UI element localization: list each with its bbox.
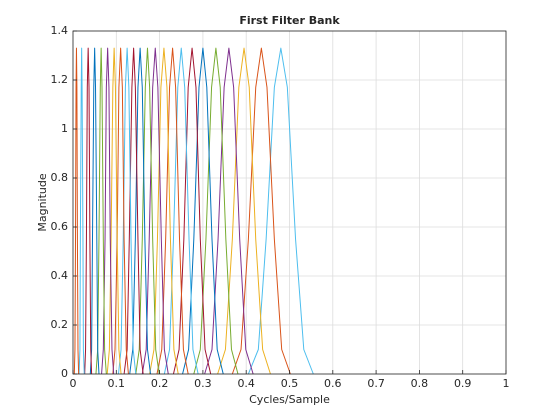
filter-line [204, 47, 254, 375]
filter-line [172, 47, 212, 375]
y-tick-label: 1 [61, 122, 68, 135]
filter-line [106, 47, 122, 375]
y-tick-label: 0 [61, 367, 68, 380]
x-tick-label: 0.7 [367, 377, 385, 390]
x-tick-label: 0.5 [281, 377, 299, 390]
filter-line [95, 47, 107, 375]
filter-line [163, 47, 199, 375]
x-tick-label: 0.6 [324, 377, 342, 390]
x-tick-label: 0.9 [454, 377, 472, 390]
y-axis-label: Magnitude [36, 173, 49, 232]
x-tick-label: 1 [503, 377, 510, 390]
filter-line [117, 47, 137, 375]
y-tick-label: 1.2 [51, 73, 69, 86]
y-tick-label: 1.4 [51, 24, 69, 37]
filter-line [141, 47, 169, 375]
filter-line [135, 47, 160, 375]
x-tick-label: 0.2 [151, 377, 169, 390]
filter-line [193, 47, 239, 375]
x-tick-label: 0.8 [411, 377, 429, 390]
filter-line [112, 47, 129, 375]
y-tick-label: 0.4 [51, 269, 69, 282]
x-tick-label: 0 [70, 377, 77, 390]
x-tick-label: 0.3 [194, 377, 212, 390]
filter-line [84, 47, 93, 375]
filter-line [73, 47, 80, 375]
x-axis-label: Cycles/Sample [249, 393, 330, 406]
filter-line [123, 47, 144, 375]
chart-title: First Filter Bank [239, 14, 340, 27]
y-tick-label: 0.2 [51, 318, 69, 331]
filter-line [182, 47, 224, 375]
filter-line [78, 47, 85, 375]
filter-line [217, 47, 271, 375]
y-tick-label: 0.8 [51, 171, 69, 184]
filter-line [129, 47, 152, 375]
filter-line [89, 47, 100, 375]
x-tick-label: 0.4 [237, 377, 255, 390]
y-tick-label: 0.6 [51, 220, 69, 233]
x-tick-label: 0.1 [108, 377, 126, 390]
filter-line [247, 47, 314, 375]
